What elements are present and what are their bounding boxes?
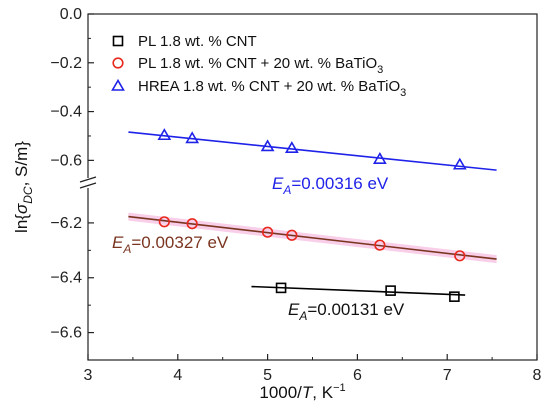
y-tick-label: −0.4	[50, 104, 82, 121]
data-point-circle	[158, 216, 170, 228]
y-tick-label: −6.6	[50, 325, 82, 342]
data-point-square	[112, 35, 124, 47]
data-point-circle	[186, 218, 198, 230]
y-tick-label: −6.4	[50, 270, 82, 287]
data-point-circle	[374, 239, 386, 251]
data-point-triangle	[372, 152, 387, 164]
data-point-triangle	[111, 78, 125, 91]
data-point-square	[275, 282, 287, 294]
axis-break-mark	[79, 176, 97, 183]
axis-break-gap	[78, 178, 98, 188]
data-point-circle	[112, 57, 124, 69]
data-point-circle	[262, 226, 274, 238]
data-point-square	[449, 291, 460, 302]
fit-line	[128, 131, 497, 171]
data-point-square	[385, 285, 396, 296]
data-point-circle	[286, 229, 298, 241]
fit-line	[128, 215, 497, 260]
activation-energy-label: EA=0.00327 eV	[112, 233, 229, 256]
data-point-triangle	[284, 141, 299, 153]
y-tick-label: −6.2	[50, 215, 82, 232]
y-tick-label: −0.2	[50, 55, 82, 72]
activation-energy-label: EA=0.00131 eV	[288, 300, 405, 323]
x-tick-label: 5	[263, 367, 272, 384]
x-tick-label: 3	[84, 367, 93, 384]
activation-energy-label: EA=0.00316 eV	[272, 174, 389, 197]
data-point-triangle	[452, 157, 467, 170]
x-tick-label: 8	[533, 367, 542, 384]
legend-entry: PL 1.8 wt. % CNT	[138, 33, 257, 50]
x-axis-title: 1000/T, K−1	[259, 382, 345, 402]
x-tick-label: 4	[173, 367, 182, 384]
x-tick-label: 7	[443, 367, 452, 384]
data-point-triangle	[185, 131, 200, 144]
legend-entry: HREA 1.8 wt. % CNT + 20 wt. % BaTiO3	[138, 78, 406, 99]
y-axis-title: ln{σDC, S/m}	[12, 141, 35, 233]
data-point-triangle	[157, 128, 172, 141]
x-tick-label: 6	[353, 367, 362, 384]
axis-break-mark	[79, 182, 97, 189]
y-tick-label: −0.6	[50, 152, 82, 169]
y-tick-label: 0.0	[60, 6, 82, 23]
legend-entry: PL 1.8 wt. % CNT + 20 wt. % BaTiO3	[138, 55, 383, 76]
fit-line	[251, 285, 466, 296]
data-point-circle	[454, 250, 466, 262]
data-point-triangle	[260, 139, 275, 152]
